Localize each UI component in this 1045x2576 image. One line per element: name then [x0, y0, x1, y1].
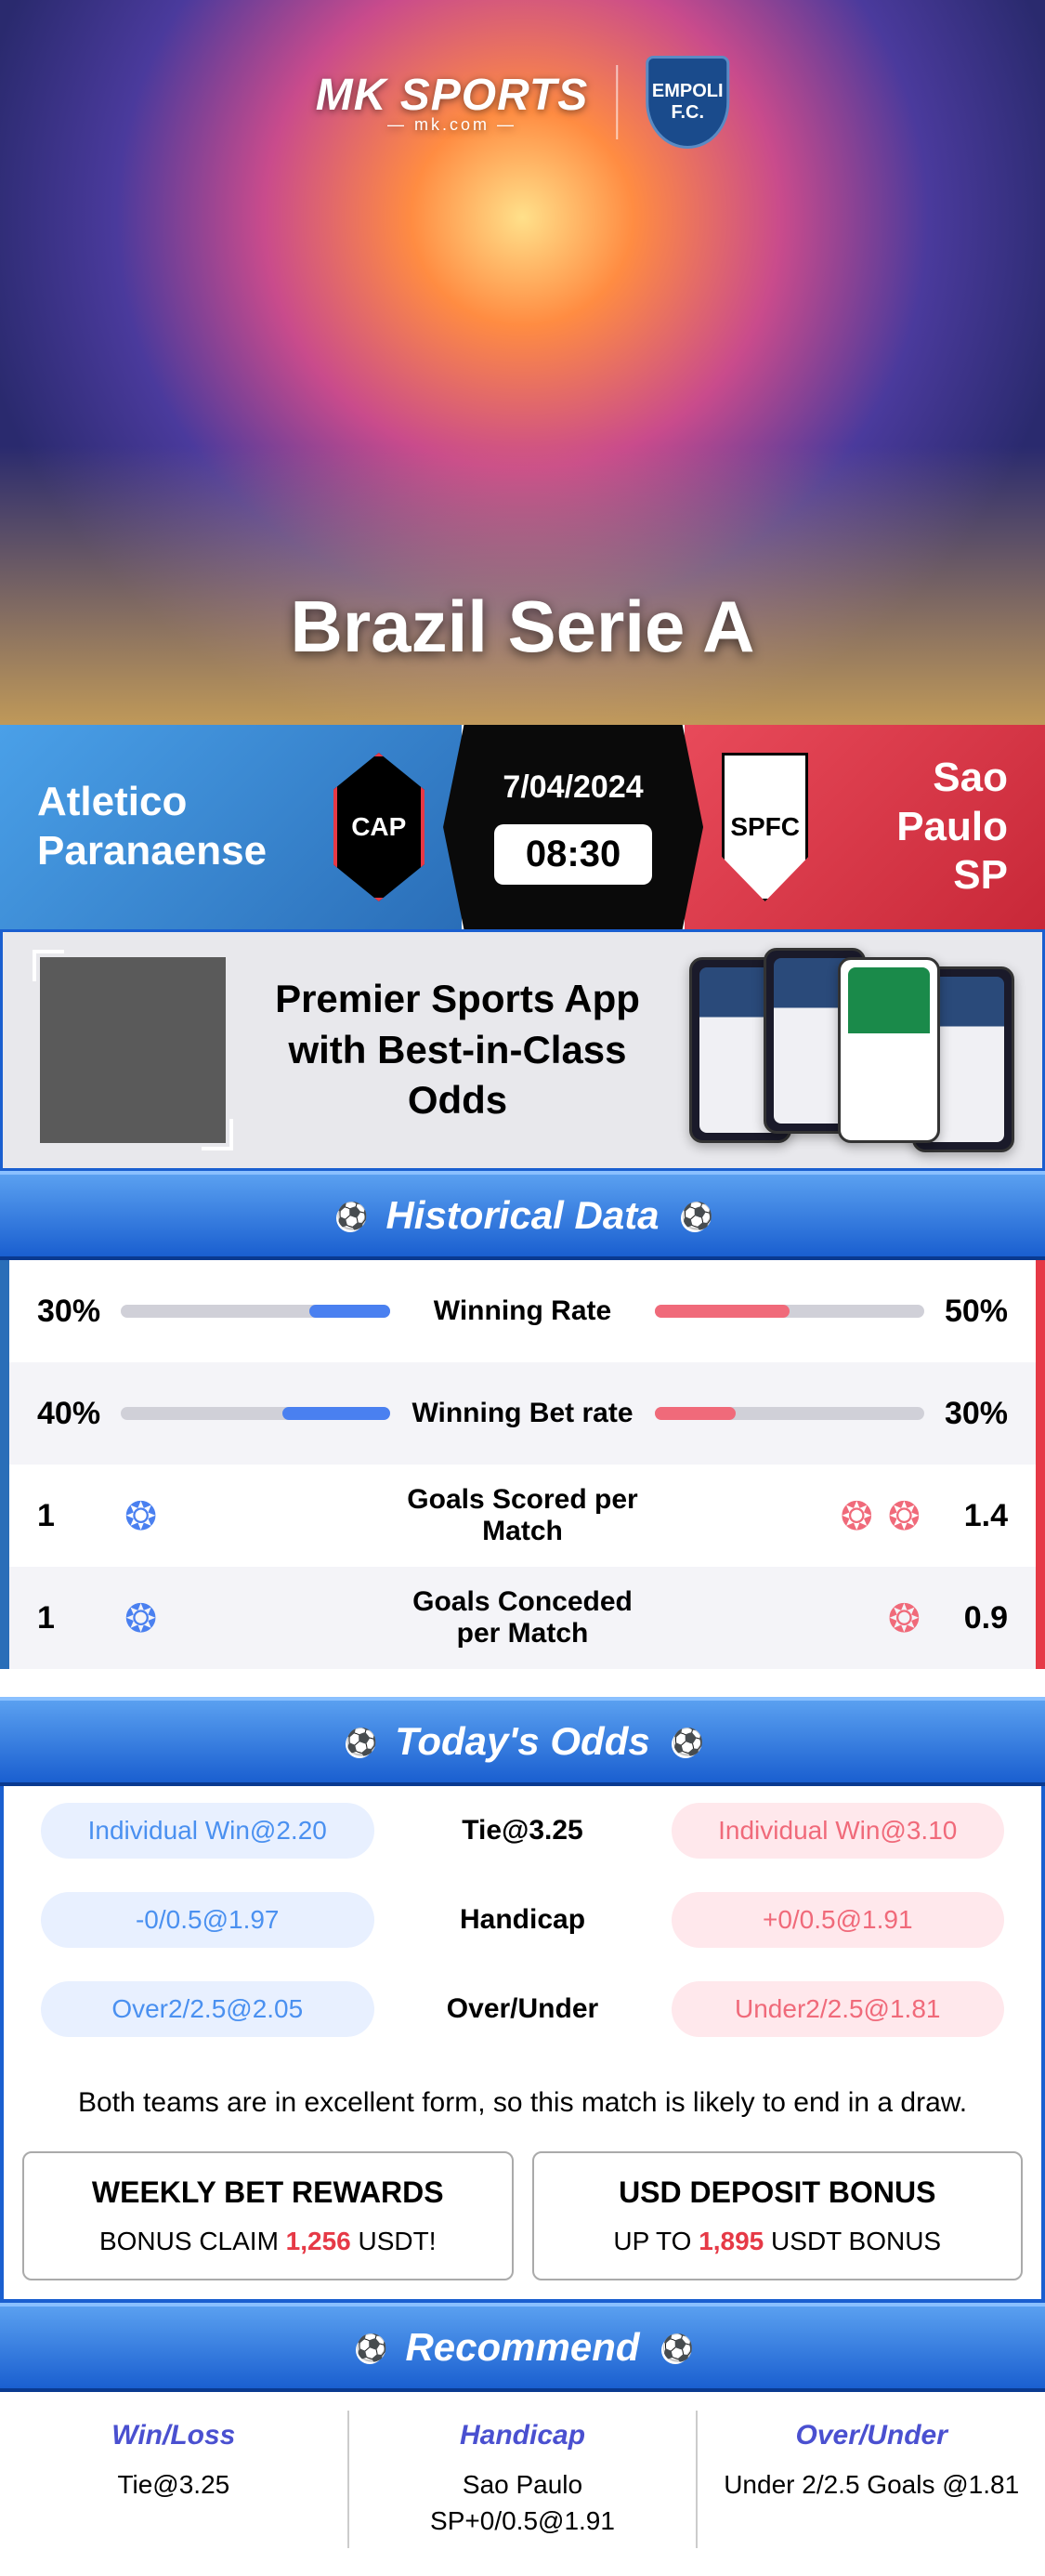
recommend-title: Recommend [405, 2325, 639, 2369]
historical-data-section: 30% Winning Rate 50% 40% Winning Bet rate 30%… [0, 1260, 1045, 1669]
away-stat-value: 1.4 [924, 1498, 1008, 1534]
odds-row: Individual Win@2.20 Tie@3.25 Individual Wi… [4, 1786, 1041, 1875]
recommend-type: Handicap [368, 2420, 678, 2451]
stat-label: Goals Conceded per Match [390, 1586, 655, 1649]
historical-header: Historical Data [0, 1171, 1045, 1260]
soccer-ball-icon [336, 1204, 364, 1232]
recommend-value: Tie@3.25 [19, 2466, 329, 2503]
goal-ball-icon: ❂ [124, 1596, 157, 1641]
soccer-ball-icon [346, 1730, 373, 1758]
historical-row: 40% Winning Bet rate 30% [0, 1362, 1045, 1465]
bonus-subtitle: UP TO 1,895 USDT BONUS [556, 2227, 999, 2256]
recommend-column[interactable]: Handicap Sao Paulo SP+0/0.5@1.91 [349, 2411, 699, 2548]
away-odds-pill[interactable]: Under2/2.5@1.81 [672, 1981, 1005, 2037]
qr-code-placeholder[interactable] [40, 957, 226, 1143]
away-stat-bar [655, 1305, 924, 1318]
match-datetime-box: 7/04/2024 08:30 [443, 725, 703, 929]
bonus-title: USD DEPOSIT BONUS [556, 2175, 999, 2210]
home-stat-value: 1 [37, 1498, 121, 1534]
away-odds-pill[interactable]: +0/0.5@1.91 [672, 1892, 1005, 1948]
recommend-header: Recommend [0, 2303, 1045, 2392]
home-stat-value: 40% [37, 1396, 121, 1432]
stat-label: Winning Bet rate [390, 1398, 655, 1429]
historical-row: 1❂Goals Conceded per Match❂0.9 [0, 1567, 1045, 1669]
odds-row: Over2/2.5@2.05 Over/Under Under2/2.5@1.81 [4, 1965, 1041, 2054]
away-stat-value: 30% [924, 1396, 1008, 1432]
home-stat-value: 1 [37, 1600, 121, 1636]
analysis-text: Both teams are in excellent form, so thi… [4, 2054, 1041, 2151]
home-stat-bar [121, 1305, 390, 1318]
match-date: 7/04/2024 [503, 769, 643, 806]
odds-row: -0/0.5@1.97 Handicap +0/0.5@1.91 [4, 1875, 1041, 1965]
home-goal-icons: ❂ [121, 1596, 390, 1641]
home-odds-pill[interactable]: Over2/2.5@2.05 [41, 1981, 374, 2037]
away-odds-pill[interactable]: Individual Win@3.10 [672, 1803, 1005, 1859]
brand-logo-row: MK SPORTS — mk.com — EMPOLI F.C. [316, 56, 729, 149]
bonus-title: WEEKLY BET REWARDS [46, 2175, 490, 2210]
promo-headline: Premier Sports App with Best-in-Class Od… [254, 974, 661, 1126]
spacer [0, 1669, 1045, 1697]
bonus-row: WEEKLY BET REWARDS BONUS CLAIM 1,256 USDT… [4, 2151, 1041, 2299]
phone-mockups [689, 948, 1005, 1152]
hero-banner: MK SPORTS — mk.com — EMPOLI F.C. Brazil … [0, 0, 1045, 725]
away-goal-icons: ❂❂ [655, 1493, 924, 1539]
phone-mock-icon [838, 957, 940, 1143]
odds-title: Today's Odds [395, 1719, 649, 1763]
away-team-badge: SPFC [722, 753, 808, 901]
mk-sports-logo: MK SPORTS — mk.com — [316, 70, 588, 135]
bonus-card[interactable]: USD DEPOSIT BONUS UP TO 1,895 USDT BONUS [532, 2151, 1024, 2280]
bonus-card[interactable]: WEEKLY BET REWARDS BONUS CLAIM 1,256 USDT… [22, 2151, 514, 2280]
away-team-side: SPFC Sao Paulo SP [685, 725, 1045, 929]
goal-ball-icon: ❂ [888, 1596, 921, 1641]
recommend-value: Under 2/2.5 Goals @1.81 [716, 2466, 1026, 2503]
home-team-badge: CAP [333, 753, 425, 901]
home-odds-pill[interactable]: -0/0.5@1.97 [41, 1892, 374, 1948]
recommend-type: Over/Under [716, 2420, 1026, 2451]
match-band: Atletico Paranaense CAP 7/04/2024 08:30 … [0, 725, 1045, 929]
goal-ball-icon: ❂ [841, 1493, 873, 1539]
recommend-value: Sao Paulo SP+0/0.5@1.91 [368, 2466, 678, 2539]
brand-main: MK SPORTS [316, 71, 588, 120]
bonus-subtitle: BONUS CLAIM 1,256 USDT! [46, 2227, 490, 2256]
home-goal-icons: ❂ [121, 1493, 390, 1539]
recommend-type: Win/Loss [19, 2420, 329, 2451]
odds-type-label: Tie@3.25 [402, 1815, 644, 1847]
soccer-ball-icon [661, 2336, 689, 2364]
odds-section: Individual Win@2.20 Tie@3.25 Individual Wi… [0, 1786, 1045, 2303]
home-stat-value: 30% [37, 1294, 121, 1330]
recommend-column[interactable]: Win/Loss Tie@3.25 [0, 2411, 349, 2548]
historical-title: Historical Data [385, 1193, 659, 1237]
recommend-column[interactable]: Over/Under Under 2/2.5 Goals @1.81 [698, 2411, 1045, 2548]
league-title: Brazil Serie A [0, 585, 1045, 669]
promo-band[interactable]: Premier Sports App with Best-in-Class Od… [0, 929, 1045, 1171]
home-team-side: Atletico Paranaense CAP [0, 725, 462, 929]
away-stat-bar [655, 1407, 924, 1420]
home-odds-pill[interactable]: Individual Win@2.20 [41, 1803, 374, 1859]
stat-label: Winning Rate [390, 1295, 655, 1327]
historical-row: 1❂Goals Scored per Match❂❂1.4 [0, 1465, 1045, 1567]
historical-row: 30% Winning Rate 50% [0, 1260, 1045, 1362]
away-stat-value: 0.9 [924, 1600, 1008, 1636]
odds-type-label: Over/Under [402, 1993, 644, 2025]
away-team-name: Sao Paulo SP [836, 754, 1008, 900]
goal-ball-icon: ❂ [124, 1493, 157, 1539]
home-stat-bar [121, 1407, 390, 1420]
logo-divider [616, 65, 618, 139]
club-badge: EMPOLI F.C. [646, 56, 729, 149]
soccer-ball-icon [672, 1730, 699, 1758]
odds-header: Today's Odds [0, 1697, 1045, 1786]
soccer-ball-icon [356, 2336, 384, 2364]
recommend-section: Win/Loss Tie@3.25 Handicap Sao Paulo SP+0/0… [0, 2392, 1045, 2576]
away-goal-icons: ❂ [655, 1596, 924, 1641]
stat-label: Goals Scored per Match [390, 1484, 655, 1547]
home-team-name: Atletico Paranaense [37, 778, 306, 876]
match-time: 08:30 [494, 824, 652, 885]
soccer-ball-icon [681, 1204, 709, 1232]
away-stat-value: 50% [924, 1294, 1008, 1330]
goal-ball-icon: ❂ [888, 1493, 921, 1539]
odds-type-label: Handicap [402, 1904, 644, 1936]
